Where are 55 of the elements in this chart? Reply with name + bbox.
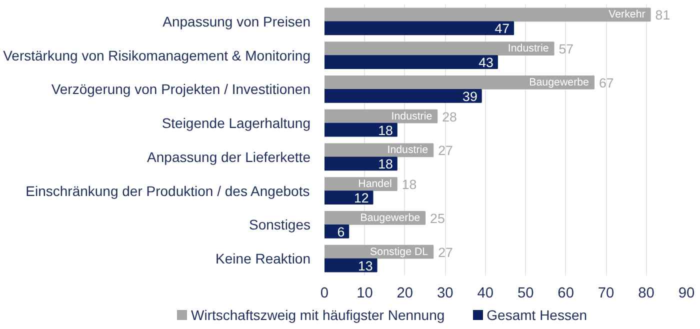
x-tick-label: 80 xyxy=(638,286,654,302)
x-tick-label: 30 xyxy=(437,286,454,302)
annotation: Industrie xyxy=(508,42,549,55)
y-tick-label: Verzögerung von Projekten / Investitionen xyxy=(51,81,311,98)
data-label: 13 xyxy=(358,258,373,274)
bar xyxy=(324,21,514,36)
y-tick-label: Keine Reaktion xyxy=(216,250,310,267)
data-label: 18 xyxy=(402,177,417,192)
annotation: Industrie xyxy=(391,110,432,122)
bar xyxy=(324,258,378,272)
bar xyxy=(324,8,651,22)
legend-label: Wirtschaftszweig mit häufigster Nennung xyxy=(191,307,445,323)
data-label: 18 xyxy=(378,156,393,172)
x-tick-label: 90 xyxy=(678,286,695,302)
data-label: 27 xyxy=(438,244,453,260)
x-tick-label: 20 xyxy=(396,286,414,302)
data-label: 57 xyxy=(558,42,574,57)
bar xyxy=(324,143,434,158)
x-tick-label: 70 xyxy=(598,286,614,302)
data-label: 67 xyxy=(598,75,614,90)
bar xyxy=(324,190,374,205)
bar xyxy=(324,89,482,103)
data-label: 28 xyxy=(442,109,457,124)
bar xyxy=(324,156,398,171)
data-label: 81 xyxy=(655,8,670,23)
y-tick-label: Anpassung von Preisen xyxy=(162,13,310,30)
bar xyxy=(324,122,398,137)
x-tick-label: 40 xyxy=(477,286,494,302)
data-label: 27 xyxy=(438,143,453,158)
bar xyxy=(324,55,498,70)
annotation: Sonstige DL xyxy=(370,246,428,258)
data-label: 25 xyxy=(430,210,445,226)
data-label: 39 xyxy=(462,88,478,104)
legend-label: Gesamt Hessen xyxy=(486,307,588,323)
x-tick-label: 10 xyxy=(356,286,373,302)
data-label: 43 xyxy=(478,55,494,70)
data-label: 47 xyxy=(494,21,510,36)
x-tick-label: 0 xyxy=(320,286,329,302)
y-tick-label: Verstärkung von Risikomanagement & Monitoring xyxy=(3,47,311,64)
data-label: 6 xyxy=(337,224,345,240)
annotation: Verkehr xyxy=(608,8,646,21)
annotation: Industrie xyxy=(387,144,428,156)
x-tick-label: 50 xyxy=(517,286,534,302)
data-label: 18 xyxy=(378,122,393,138)
y-tick-label: Einschränkung der Produktion / des Angebots xyxy=(26,182,310,199)
x-tick-label: 60 xyxy=(558,286,574,302)
data-label: 12 xyxy=(354,190,369,206)
annotation: Baugewerbe xyxy=(529,76,590,88)
annotation: Baugewerbe xyxy=(360,212,420,224)
bar xyxy=(324,75,594,90)
annotation: Handel xyxy=(358,178,392,190)
y-tick-label: Anpassung der Lieferkette xyxy=(147,148,311,165)
y-tick-label: Steigende Lagerhaltung xyxy=(162,115,311,132)
bar xyxy=(324,42,554,56)
y-tick-label: Sonstiges xyxy=(249,216,310,233)
